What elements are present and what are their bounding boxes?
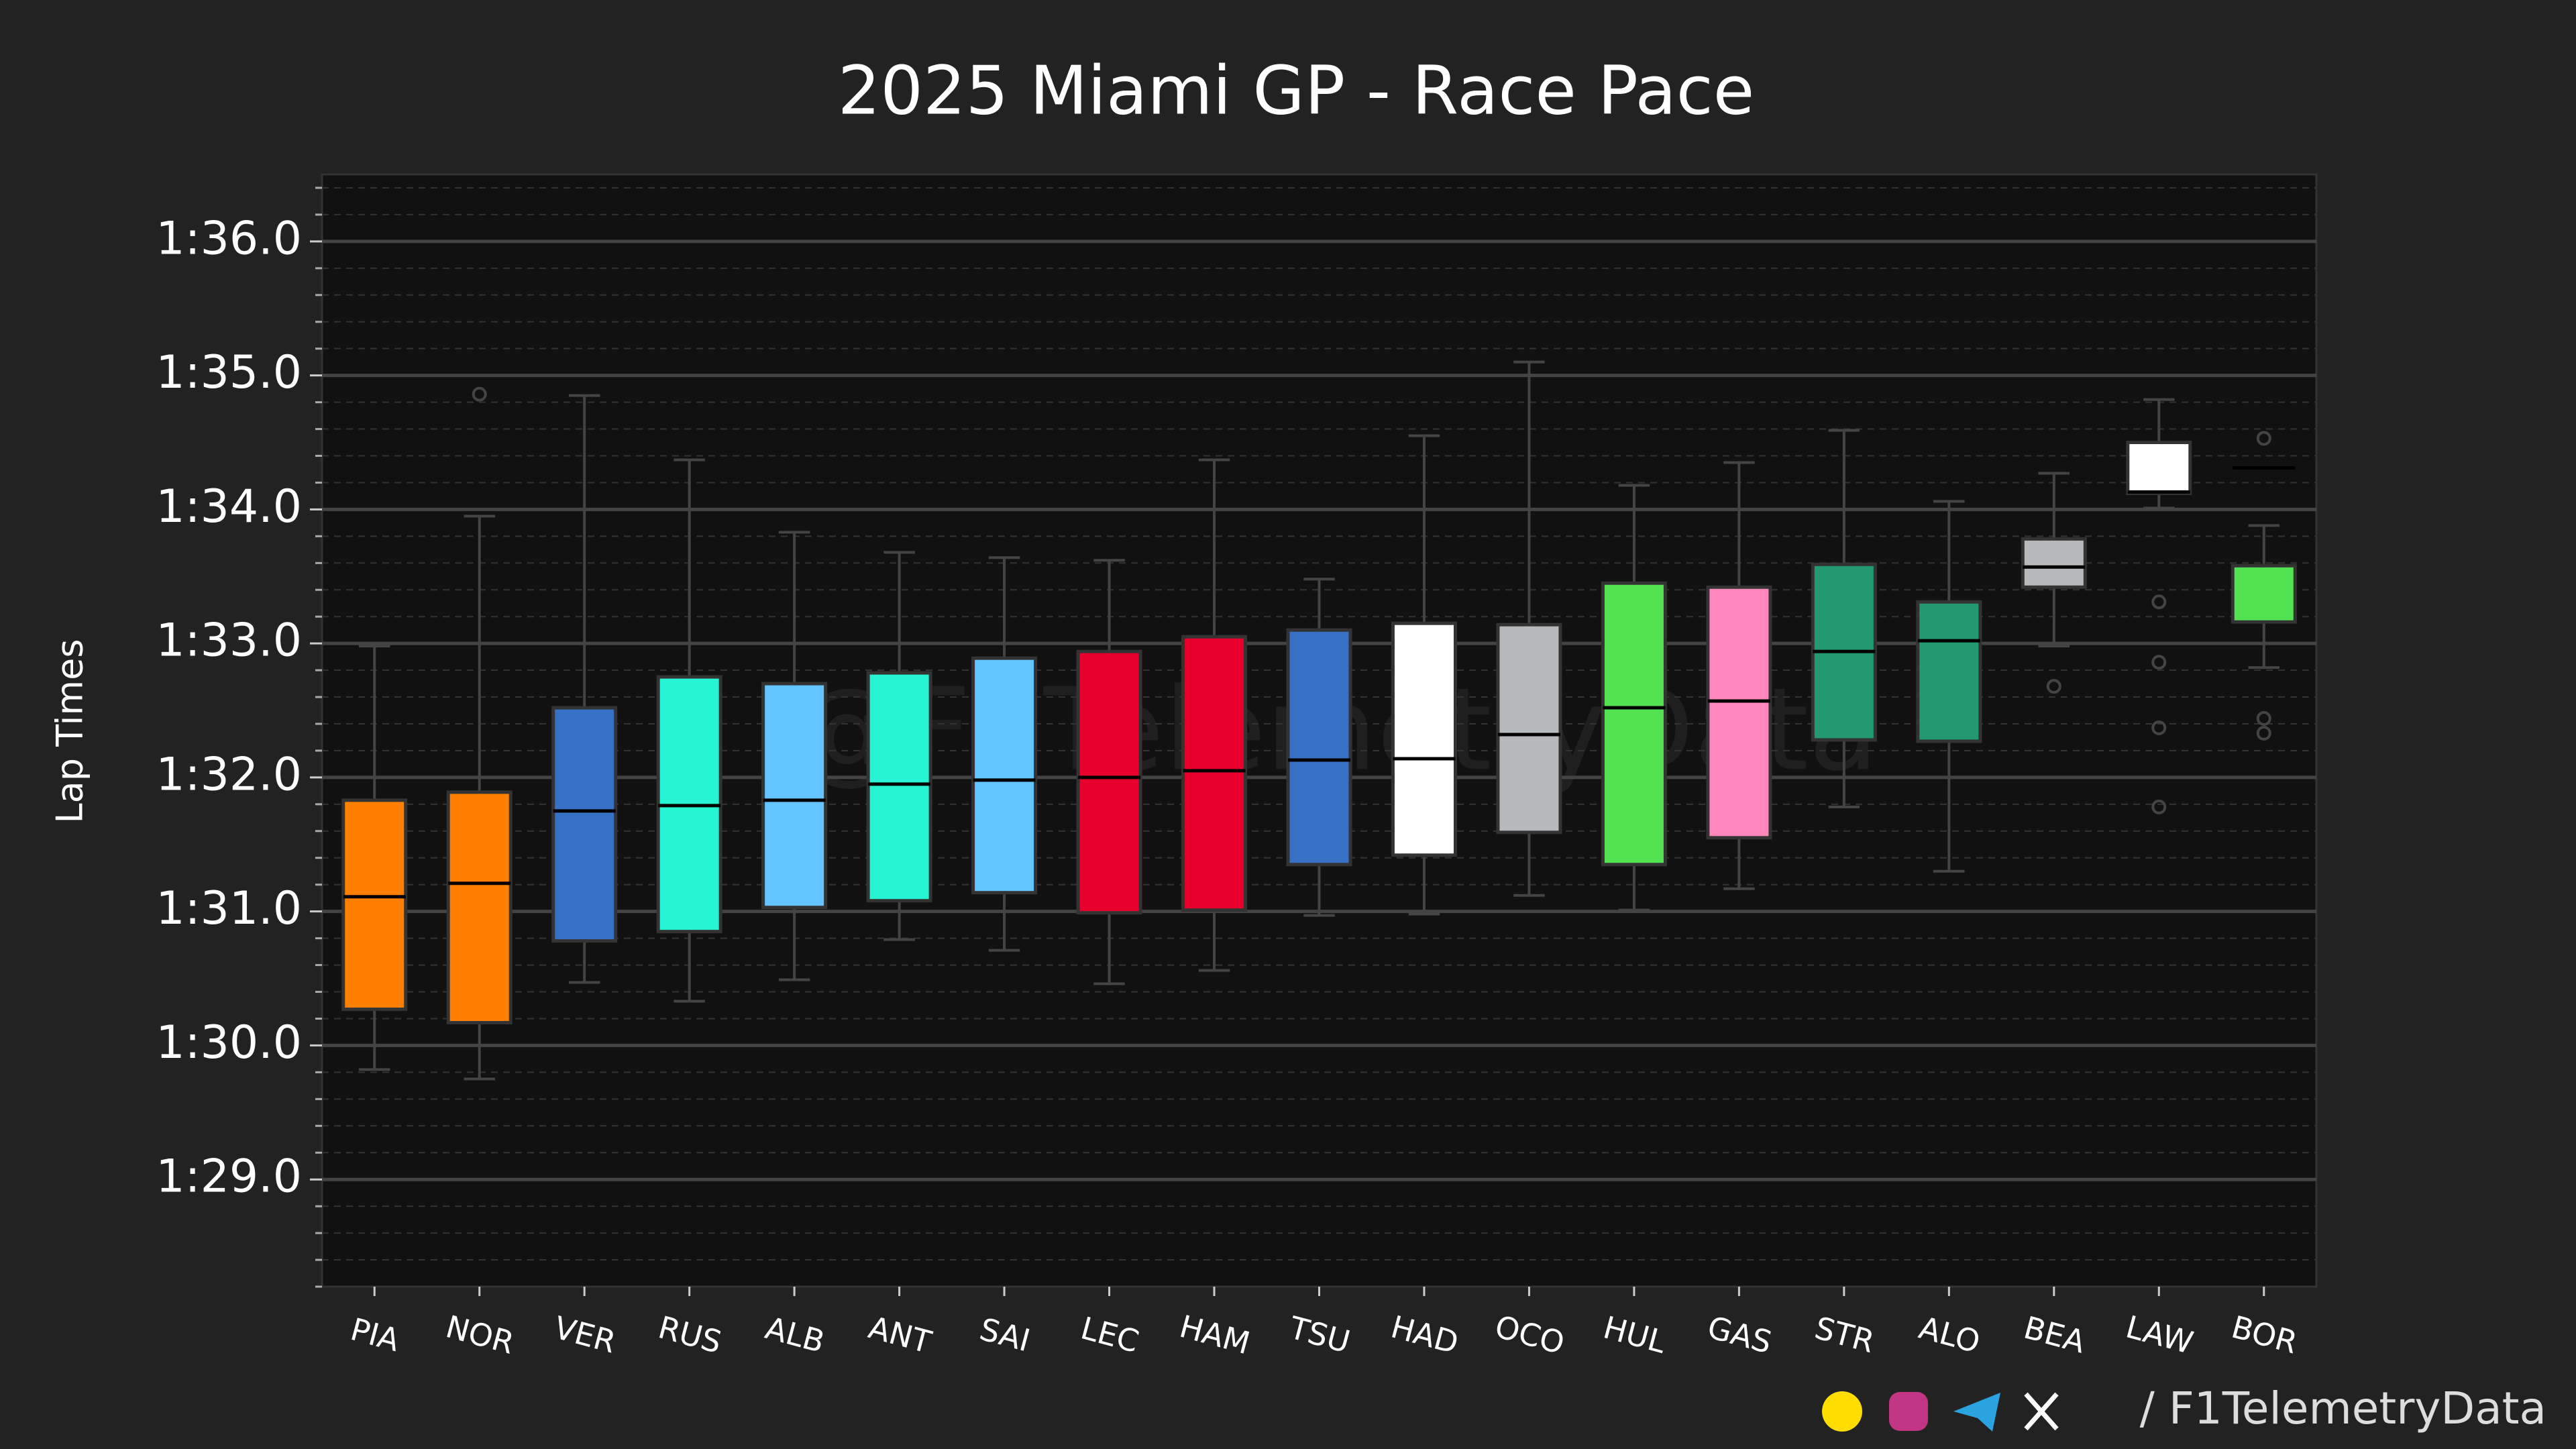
y-tick-label: 1:30.0: [156, 1016, 302, 1069]
outlier: [2151, 799, 2167, 814]
box: [971, 656, 1038, 895]
y-tick-label: 1:29.0: [156, 1150, 302, 1203]
box: [551, 706, 618, 943]
box: [2126, 441, 2192, 495]
box: [1391, 621, 1457, 857]
box: [2021, 537, 2087, 589]
y-tick-label: 1:33.0: [156, 614, 302, 667]
footer-credit: / F1TelemetryData: [2140, 1383, 2546, 1434]
y-tick-label: 1:36.0: [156, 212, 302, 265]
y-tick-label: 1:32.0: [156, 748, 302, 801]
box: [1916, 600, 1982, 743]
y-tick-label: 1:34.0: [156, 480, 302, 533]
box: [761, 682, 828, 910]
outlier: [472, 386, 487, 402]
footer-icons: [1822, 1391, 2059, 1432]
box: [1601, 581, 1667, 867]
outlier: [2256, 431, 2271, 446]
y-axis-label: Lap Times: [49, 639, 91, 824]
outlier: [2256, 725, 2271, 741]
outlier: [2256, 711, 2271, 727]
chart-title: 2025 Miami GP - Race Pace: [838, 51, 1755, 129]
box: [1286, 628, 1352, 867]
outlier: [2151, 720, 2167, 736]
outlier: [2151, 655, 2167, 670]
outlier: [2151, 594, 2167, 610]
y-tick-label: 1:31.0: [156, 882, 302, 935]
box: [1181, 635, 1248, 912]
box: [341, 798, 408, 1011]
box: [866, 671, 932, 903]
box: [1706, 585, 1772, 840]
box: [1076, 649, 1142, 915]
y-tick-label: 1:35.0: [156, 346, 302, 399]
box: [2231, 564, 2297, 624]
box: [1496, 623, 1562, 835]
outlier: [2046, 679, 2061, 694]
box: [446, 790, 513, 1024]
